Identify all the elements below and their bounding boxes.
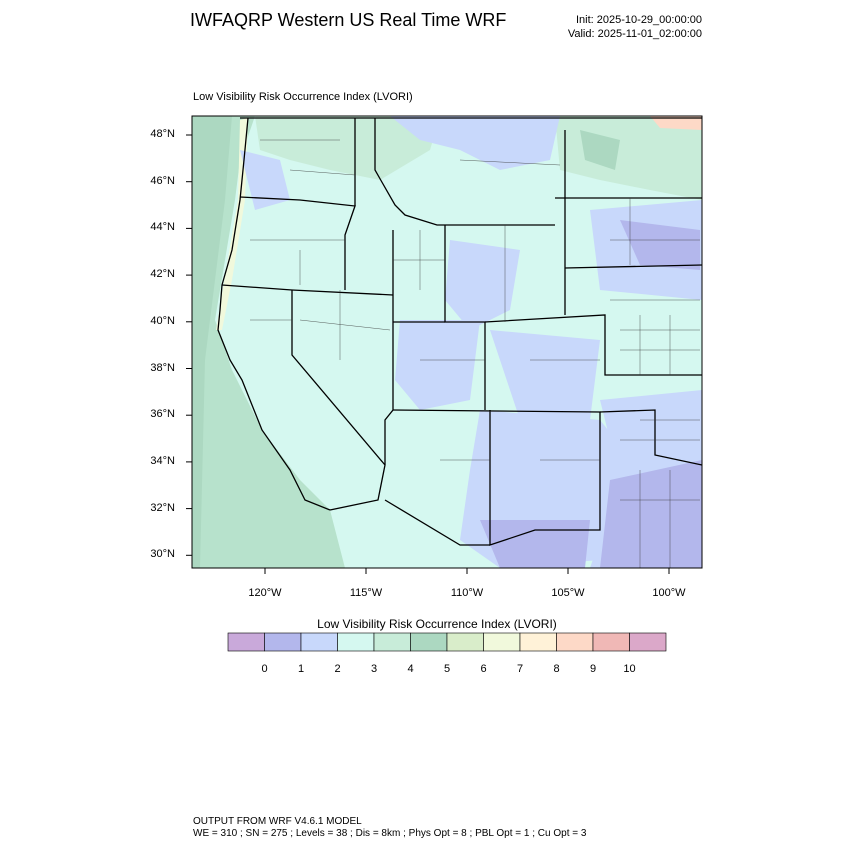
map-fill (192, 116, 702, 568)
colorbar-title: Low Visibility Risk Occurrence Index (LV… (317, 617, 557, 631)
valid-time: Valid: 2025-11-01_02:00:00 (567, 28, 702, 40)
colorbar-box (410, 632, 448, 652)
colorbar-label: 4 (407, 663, 414, 675)
lon-label: 120°W (248, 587, 282, 599)
footer-model: OUTPUT FROM WRF V4.6.1 MODEL (193, 816, 362, 827)
lat-label: 40°N (150, 314, 175, 327)
colorbar-label: 9 (589, 663, 597, 675)
colorbar-box (446, 632, 484, 652)
colorbar-box (373, 632, 411, 652)
colorbar-label: 8 (553, 663, 560, 675)
figure-title: IWFAQRP Western US Real Time WRF (190, 10, 507, 30)
colorbar-label: 2 (334, 663, 341, 675)
map-frame (191, 115, 703, 569)
colorbar-box (483, 632, 521, 652)
lat-label: 38°N (150, 361, 175, 374)
lon-label: 100°W (652, 587, 686, 599)
lat-label: 46°N (150, 174, 175, 187)
colorbar-box (300, 632, 338, 652)
init-time: Init: 2025-10-29_00:00:00 (576, 14, 702, 26)
colorbar-label: 10 (623, 663, 636, 675)
colorbar (227, 632, 667, 652)
lat-label: 48°N (150, 128, 175, 140)
lat-label: 30°N (150, 548, 175, 561)
colorbar-box (337, 632, 375, 652)
colorbar-box (227, 632, 265, 652)
lon-label: 105°W (551, 587, 585, 599)
colorbar-box (592, 632, 630, 652)
state-borders (217, 117, 702, 568)
lat-label: 32°N (150, 501, 175, 514)
map-subtitle: Low Visibility Risk Occurrence Index (LV… (193, 91, 413, 103)
colorbar-label: 0 (261, 663, 268, 675)
colorbar-label: 7 (516, 663, 524, 675)
colorbar-box (264, 632, 302, 652)
colorbar-label: 3 (370, 663, 378, 675)
colorbar-label: 1 (297, 663, 305, 675)
lat-label: 36°N (150, 408, 175, 421)
colorbar-box (556, 632, 594, 652)
lat-label: 42°N (150, 268, 175, 281)
colorbar-label: 6 (480, 663, 487, 675)
colorbar-box (519, 632, 557, 652)
colorbar-label: 5 (443, 663, 451, 675)
footer-config: WE = 310 ; SN = 275 ; Levels = 38 ; Dis … (193, 828, 587, 839)
lat-label: 34°N (150, 454, 175, 467)
lat-label: 44°N (150, 221, 175, 234)
lon-label: 110°W (450, 587, 484, 599)
lon-label: 115°W (349, 587, 383, 599)
colorbar-box (629, 632, 667, 652)
